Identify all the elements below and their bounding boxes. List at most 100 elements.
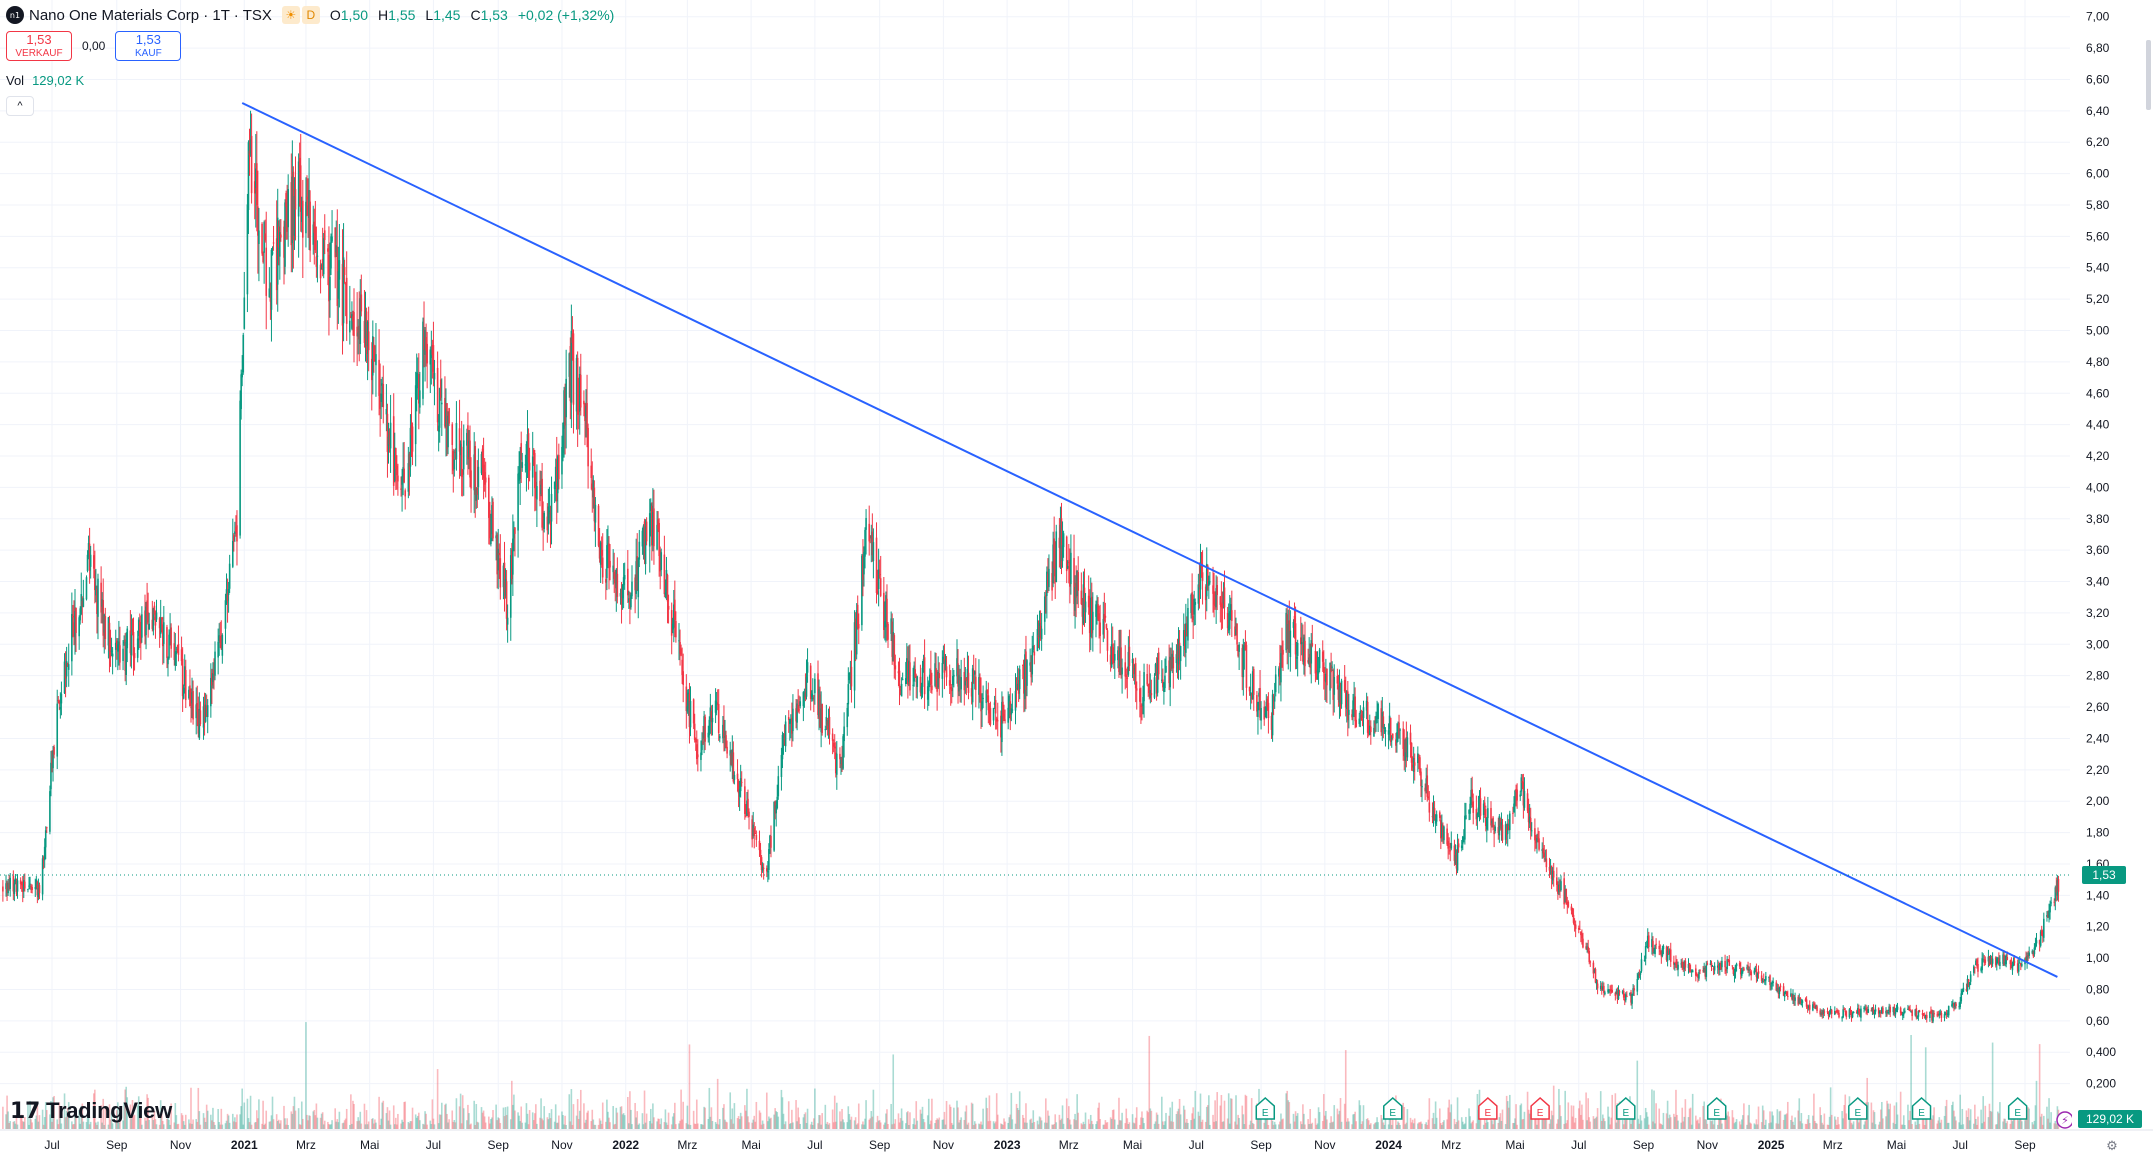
candle-body [843, 726, 845, 742]
candle-body [809, 665, 812, 699]
candle-body [886, 598, 888, 625]
volume-bar [316, 1117, 319, 1129]
candle-body [1340, 680, 1343, 705]
candle-body [1719, 963, 1721, 970]
candle-body [1651, 939, 1653, 948]
volume-bar [1827, 1124, 1830, 1129]
earnings-marker[interactable]: E [1478, 1096, 1498, 1120]
volume-bar [1024, 1122, 1026, 1129]
candle-body [993, 702, 996, 705]
sun-icon[interactable]: ☀ [281, 6, 300, 24]
candle-body [1614, 992, 1617, 996]
volume-bar [1763, 1124, 1766, 1129]
volume-bar [1351, 1124, 1353, 1129]
downtrend-line[interactable] [241, 102, 2058, 978]
volume-bar [809, 1124, 812, 1129]
candle-body [1135, 688, 1138, 691]
volume-bar [1514, 1118, 1516, 1129]
volume-bar [1801, 1123, 1804, 1129]
earnings-marker[interactable]: E [1255, 1096, 1276, 1120]
volume-bar [1552, 1085, 1555, 1129]
earnings-marker[interactable]: E [1848, 1096, 1868, 1120]
candle-body [1980, 968, 1982, 971]
earnings-marker[interactable]: E [1616, 1096, 1636, 1120]
volume-bar [1209, 1124, 1211, 1129]
volume-bar [9, 1121, 11, 1129]
candle-body [1899, 1007, 1902, 1013]
last-volume-tag[interactable] [2078, 1110, 2142, 1128]
x-tick-label: 2021 [231, 1138, 258, 1152]
volume-bar [959, 1119, 961, 1129]
collapse-legend-button[interactable]: ^ [6, 96, 34, 116]
volume-bar [1186, 1118, 1188, 1129]
candle-body [1080, 590, 1083, 605]
volume-bar [1980, 1109, 1982, 1129]
earnings-layer[interactable]: E E E E E E E E E ⚡ [1255, 1096, 2074, 1129]
candle-body [7, 882, 9, 894]
candle-body [454, 451, 457, 453]
candle-body [489, 510, 491, 539]
candle-body [1131, 658, 1134, 664]
trend-layer[interactable] [241, 102, 2058, 978]
candle-body [1251, 671, 1254, 700]
earnings-marker[interactable]: E [1706, 1096, 1727, 1120]
volume-bar [543, 1106, 546, 1129]
volume-bar [877, 1120, 880, 1129]
volume-bar [352, 1100, 354, 1129]
volume-bar [805, 1122, 808, 1129]
volume-bar [948, 1104, 951, 1129]
last-price-tag[interactable] [2082, 865, 2126, 884]
volume-bar [1566, 1120, 1569, 1129]
candle-body [1409, 732, 1412, 745]
volume-bar [404, 1101, 407, 1129]
candle-body [1084, 601, 1087, 613]
candle-body [635, 561, 637, 594]
candle-body [45, 827, 48, 829]
volume-bar [140, 1108, 142, 1129]
candle-body [126, 628, 129, 649]
volume-bar [1061, 1105, 1064, 1129]
earnings-marker[interactable]: E [1383, 1096, 1403, 1120]
candle-body [1344, 690, 1347, 708]
symbol-title[interactable]: Nano One Materials Corp · 1T · TSX [29, 6, 272, 24]
volume-bar [1304, 1124, 1306, 1129]
interval-badge[interactable]: D [301, 6, 320, 24]
volume-legend[interactable]: Vol 129,02 K [6, 73, 84, 88]
candle-body [1526, 793, 1529, 811]
price-axis-bg[interactable] [2072, 0, 2153, 1157]
candle-body [1570, 906, 1573, 911]
candle-body [576, 357, 579, 415]
volume-bar [1687, 1117, 1690, 1129]
volume-bar [309, 1115, 311, 1129]
volume-bar [1367, 1120, 1370, 1129]
volume-bar [1724, 1114, 1726, 1129]
volume-bar [1501, 1109, 1504, 1129]
earnings-marker[interactable]: E [1911, 1096, 1932, 1120]
sell-button[interactable]: 1,53 VERKAUF [6, 31, 72, 61]
tradingview-logo[interactable]: 𝟭𝟳 TradingView [10, 1098, 172, 1124]
buy-button[interactable]: 1,53 KAUF [115, 31, 182, 61]
candle-body [410, 424, 413, 436]
earnings-marker[interactable]: E [1530, 1096, 1550, 1120]
candle-body [1061, 545, 1064, 562]
volume-bar [549, 1118, 552, 1129]
ohlc-low: L1,45 [425, 7, 461, 23]
candle-body [1358, 718, 1361, 725]
candle-body [257, 206, 259, 236]
candle-body [1204, 586, 1207, 601]
candle-body [1999, 961, 2001, 967]
candle-body [628, 598, 630, 603]
lightning-icon[interactable]: ⚡ [2056, 1111, 2074, 1129]
volume-bar [1944, 1106, 1947, 1129]
candle-body [265, 247, 268, 296]
volume-bar [606, 1099, 608, 1129]
price-axis-scrollbar[interactable] [2146, 40, 2151, 110]
volume-bar [695, 1099, 698, 1129]
candle-body [967, 672, 970, 693]
earnings-marker[interactable]: E [2007, 1096, 2028, 1120]
time-axis-bg[interactable] [0, 1130, 2153, 1157]
candle-body [345, 277, 348, 324]
gear-icon[interactable]: ⚙ [2106, 1139, 2118, 1154]
